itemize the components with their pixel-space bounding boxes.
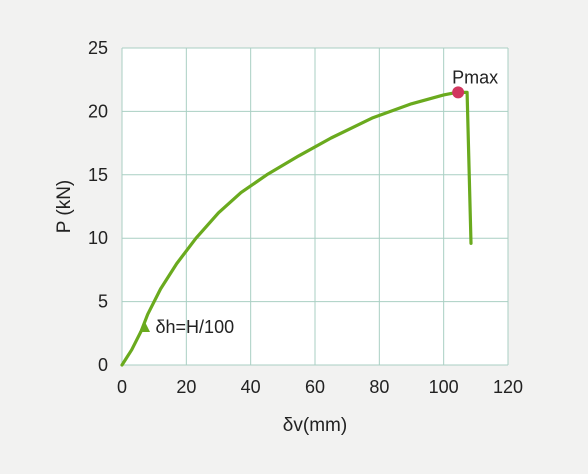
yield-label: δh=H/100 [156,317,235,337]
x-tick-label: 60 [305,377,325,397]
pmax-marker [452,86,465,99]
x-tick-label: 20 [176,377,196,397]
yield-marker [139,320,151,332]
x-tick-label: 80 [369,377,389,397]
y-tick-label: 10 [88,228,108,248]
x-tick-label: 0 [117,377,127,397]
grid [121,47,509,366]
pmax-label: Pmax [452,67,498,87]
x-tick-label: 120 [493,377,523,397]
y-tick-label: 25 [88,38,108,58]
y-tick-label: 0 [98,355,108,375]
axes: 0 20 40 60 80 100 120 0 5 10 15 20 25 [88,38,523,397]
x-tick-label: 100 [429,377,459,397]
y-tick-label: 5 [98,292,108,312]
y-axis-label: P (kN) [54,180,75,233]
x-axis-label: δv(mm) [283,415,347,436]
x-tick-label: 40 [241,377,261,397]
y-tick-label: 15 [88,165,108,185]
annotations: Pmax δh=H/100 [139,67,498,337]
y-tick-label: 20 [88,101,108,121]
